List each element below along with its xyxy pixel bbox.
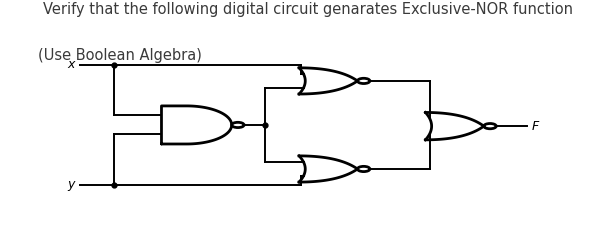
Text: F: F xyxy=(531,120,539,133)
Text: Verify that the following digital circuit genarates Exclusive-NOR function: Verify that the following digital circui… xyxy=(42,2,573,17)
Text: (Use Boolean Algebra): (Use Boolean Algebra) xyxy=(38,48,202,63)
Text: y: y xyxy=(67,178,74,191)
Text: x: x xyxy=(67,59,74,71)
